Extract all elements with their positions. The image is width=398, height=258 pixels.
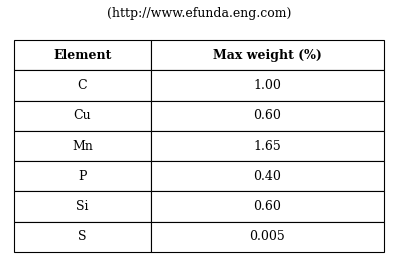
Text: (http://www.efunda.eng.com): (http://www.efunda.eng.com): [107, 7, 291, 20]
Text: 0.60: 0.60: [254, 109, 281, 122]
Text: 0.60: 0.60: [254, 200, 281, 213]
Text: Si: Si: [76, 200, 89, 213]
Text: Mn: Mn: [72, 140, 93, 152]
FancyBboxPatch shape: [14, 70, 151, 101]
FancyBboxPatch shape: [14, 161, 151, 191]
FancyBboxPatch shape: [14, 191, 151, 222]
FancyBboxPatch shape: [151, 40, 384, 70]
FancyBboxPatch shape: [14, 131, 151, 161]
FancyBboxPatch shape: [14, 101, 151, 131]
FancyBboxPatch shape: [151, 101, 384, 131]
FancyBboxPatch shape: [14, 40, 151, 70]
Text: 0.40: 0.40: [254, 170, 281, 183]
Text: Cu: Cu: [74, 109, 91, 122]
Text: 1.65: 1.65: [254, 140, 281, 152]
FancyBboxPatch shape: [151, 70, 384, 101]
Text: P: P: [78, 170, 87, 183]
Text: Max weight (%): Max weight (%): [213, 49, 322, 62]
FancyBboxPatch shape: [151, 161, 384, 191]
Text: C: C: [78, 79, 87, 92]
FancyBboxPatch shape: [14, 222, 151, 252]
Text: S: S: [78, 230, 87, 243]
Text: 1.00: 1.00: [254, 79, 281, 92]
FancyBboxPatch shape: [151, 191, 384, 222]
Text: 0.005: 0.005: [250, 230, 285, 243]
FancyBboxPatch shape: [151, 222, 384, 252]
FancyBboxPatch shape: [151, 131, 384, 161]
Text: Element: Element: [53, 49, 111, 62]
